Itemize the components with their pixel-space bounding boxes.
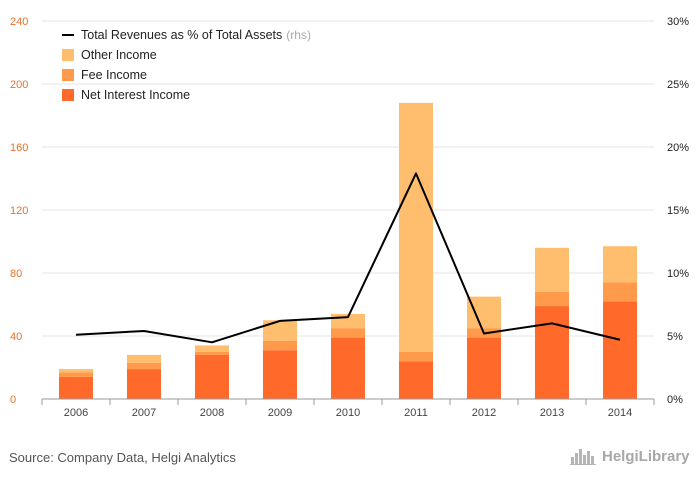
bar-segment [603, 246, 637, 283]
bar-segment [127, 362, 161, 370]
x-tick-label: 2008 [200, 407, 224, 419]
y-right-tick-label: 0% [667, 394, 683, 406]
y-right-tick-label: 20% [667, 142, 689, 154]
bar-segment [399, 102, 433, 352]
bars [59, 102, 637, 399]
bar-segment [467, 296, 501, 329]
y-left-tick-label: 200 [10, 79, 28, 91]
y-right-tick-label: 15% [667, 205, 689, 217]
bar-segment [59, 376, 93, 399]
source-note: Source: Company Data, Helgi Analytics [9, 450, 236, 465]
y-left-tick-label: 40 [10, 331, 22, 343]
x-tick-label: 2013 [540, 407, 564, 419]
legend-swatch [62, 89, 74, 101]
y-left-tick-label: 80 [10, 268, 22, 280]
bar-segment [467, 337, 501, 399]
legend-note: (rhs) [286, 28, 311, 42]
x-tick-label: 2007 [132, 407, 156, 419]
bar-segment [399, 361, 433, 399]
x-tick-label: 2006 [64, 407, 88, 419]
legend-label: Net Interest Income [81, 88, 190, 102]
x-axis [41, 398, 655, 405]
legend-swatch [62, 69, 74, 81]
x-tick-label: 2010 [336, 407, 360, 419]
y-left-tick-label: 120 [10, 205, 28, 217]
bar-segment [399, 351, 433, 362]
bar-segment [603, 282, 637, 302]
y-left-tick-label: 0 [10, 394, 16, 406]
x-tick-label: 2011 [404, 407, 428, 419]
brand-logo: HelgiLibrary [570, 447, 690, 465]
x-tick-label: 2014 [608, 407, 632, 419]
bar-segment [127, 369, 161, 399]
line-series [75, 172, 621, 344]
brand-name: HelgiLibrary [602, 447, 690, 465]
bar-segment [535, 291, 569, 307]
bar-segment [331, 337, 365, 399]
tick-labels: 0 40 80 120 160 200 240 0% 5% 10% 15% 20% 25% 30% 2006… [10, 16, 689, 419]
bar-segment [535, 306, 569, 399]
bar-segment [263, 320, 297, 341]
chart-svg: 0 40 80 120 160 200 240 0% 5% 10% 15% 20% 25% 30% 2006… [10, 16, 689, 419]
legend: Total Revenues as % of Total Assets (rhs)… [62, 28, 311, 102]
bar-segment [195, 345, 229, 352]
legend-label: Other Income [81, 48, 157, 62]
bar-segment [127, 354, 161, 363]
y-right-tick-label: 10% [667, 268, 689, 280]
revenue-ratio-line [75, 172, 621, 344]
bar-segment [603, 301, 637, 399]
city-skyline-icon [570, 449, 596, 465]
bar-segment [195, 351, 229, 355]
bar-segment [263, 350, 297, 399]
y-right-tick-label: 30% [667, 16, 689, 28]
y-right-tick-label: 25% [667, 79, 689, 91]
bar-segment [59, 372, 93, 377]
legend-label: Fee Income [81, 68, 147, 82]
bar-segment [59, 369, 93, 373]
bar-segment [331, 328, 365, 338]
y-left-tick-label: 160 [10, 142, 28, 154]
y-right-tick-label: 5% [667, 331, 683, 343]
bar-segment [263, 340, 297, 351]
legend-label: Total Revenues as % of Total Assets [81, 28, 282, 42]
bar-segment [195, 354, 229, 399]
bar-segment [535, 247, 569, 292]
x-tick-label: 2009 [268, 407, 292, 419]
x-tick-label: 2012 [472, 407, 496, 419]
y-left-tick-label: 240 [10, 16, 28, 28]
legend-swatch [62, 49, 74, 61]
